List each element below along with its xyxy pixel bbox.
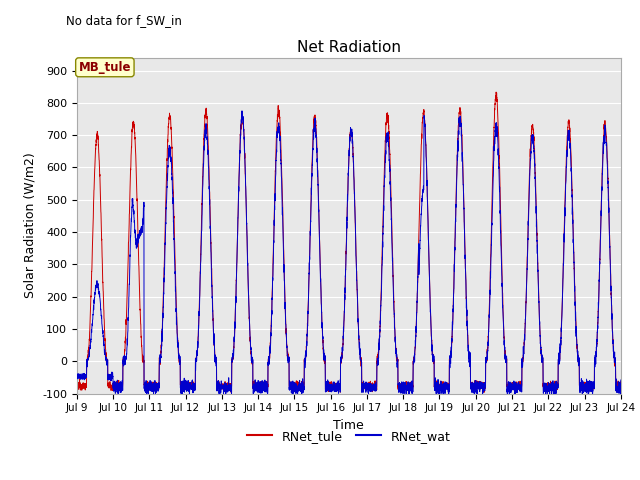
Text: MB_tule: MB_tule <box>79 61 131 74</box>
Y-axis label: Solar Radiation (W/m2): Solar Radiation (W/m2) <box>24 153 36 299</box>
Title: Net Radiation: Net Radiation <box>297 40 401 55</box>
Legend: RNet_tule, RNet_wat: RNet_tule, RNet_wat <box>242 425 456 448</box>
Text: No data for f_SW_in: No data for f_SW_in <box>66 14 182 27</box>
X-axis label: Time: Time <box>333 419 364 432</box>
